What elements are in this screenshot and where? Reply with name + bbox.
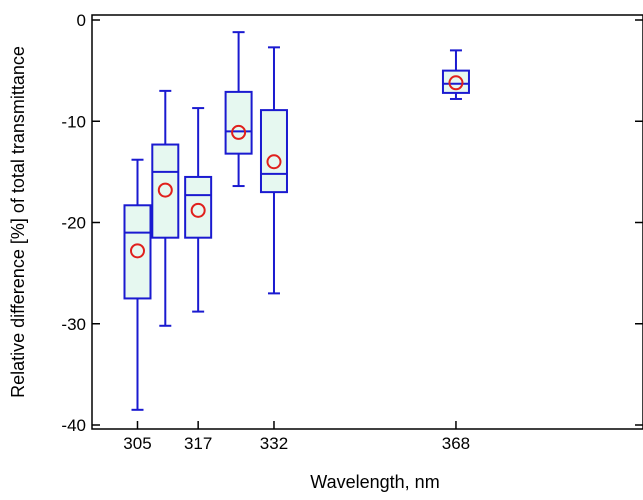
x-axis-title: Wavelength, nm <box>310 472 439 492</box>
box-item <box>224 31 253 188</box>
y-axis-title: Relative difference [%] of total transmi… <box>8 46 28 398</box>
y-tick-label: -40 <box>61 416 86 435</box>
box-item <box>184 107 213 313</box>
mean-marker <box>266 154 282 170</box>
x-tick-label: 368 <box>442 434 470 453</box>
y-tick-label: -10 <box>61 112 86 131</box>
box-item <box>151 89 180 327</box>
iqr-box <box>259 109 288 194</box>
mean-marker <box>448 75 464 91</box>
box-item <box>123 158 152 411</box>
y-tick-label: -30 <box>61 315 86 334</box>
iqr-box <box>441 69 470 94</box>
iqr-box <box>224 90 253 155</box>
box-item <box>259 46 288 295</box>
mean-marker <box>129 243 145 259</box>
x-tick-label: 332 <box>260 434 288 453</box>
x-axis: 305 317 332 368 <box>123 421 470 453</box>
x-tick-label: 305 <box>123 434 151 453</box>
mean-marker <box>157 182 173 198</box>
y-tick-label: -20 <box>61 214 86 233</box>
box-series <box>123 31 470 411</box>
x-tick-label: 317 <box>184 434 212 453</box>
iqr-box <box>123 204 152 300</box>
iqr-box <box>184 175 213 239</box>
iqr-box <box>151 143 180 239</box>
mean-marker <box>231 124 247 140</box>
y-tick-label: 0 <box>77 11 86 30</box>
y-axis: 0 -10 -20 -30 -40 <box>61 11 643 435</box>
box-item <box>441 49 470 100</box>
mean-marker <box>190 202 206 218</box>
